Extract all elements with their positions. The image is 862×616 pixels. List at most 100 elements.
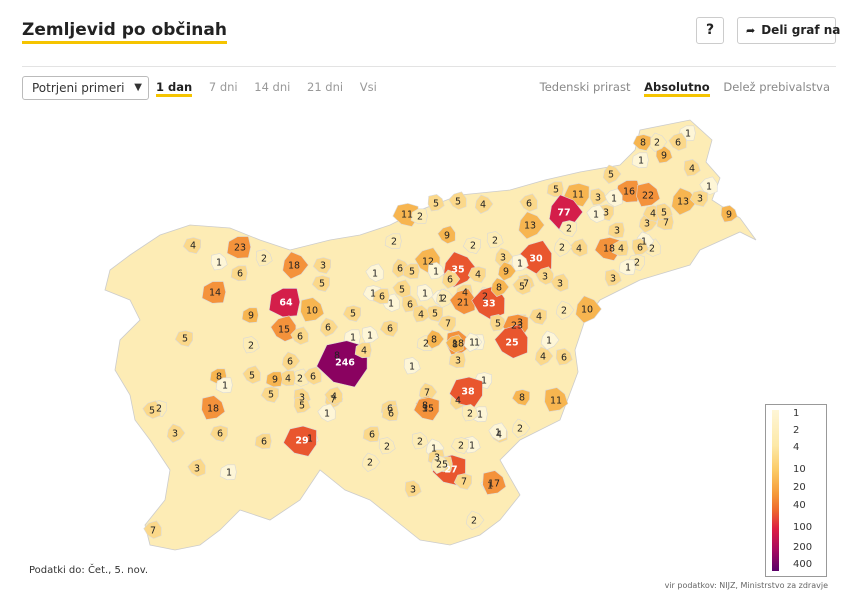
municipality-region[interactable] xyxy=(242,336,260,354)
municipality-region[interactable] xyxy=(209,425,229,442)
municipality-region[interactable] xyxy=(448,191,467,210)
municipality-region[interactable] xyxy=(558,220,578,237)
municipality-region[interactable] xyxy=(142,400,161,419)
help-button[interactable]: ? xyxy=(696,17,724,44)
municipality-region[interactable] xyxy=(683,159,701,177)
municipality-region[interactable] xyxy=(166,423,186,443)
municipality-region[interactable] xyxy=(403,357,421,375)
municipality-region[interactable] xyxy=(365,263,384,282)
municipality-region[interactable] xyxy=(219,464,237,481)
municipality-region[interactable] xyxy=(488,422,507,441)
municipality-region[interactable] xyxy=(381,405,399,422)
municipality-region[interactable] xyxy=(448,352,466,369)
municipality-region[interactable] xyxy=(465,510,485,530)
municipality-region[interactable] xyxy=(201,395,226,420)
municipality-region[interactable] xyxy=(511,254,529,272)
municipality-region[interactable] xyxy=(486,231,504,249)
municipality-region[interactable] xyxy=(518,211,545,240)
municipality-region[interactable] xyxy=(494,324,528,359)
municipality-region[interactable] xyxy=(553,237,573,257)
municipality-region[interactable] xyxy=(384,233,402,250)
municipality-region[interactable] xyxy=(342,305,362,322)
municipality-region[interactable] xyxy=(242,365,261,384)
municipality-region[interactable] xyxy=(604,188,623,207)
municipality-region[interactable] xyxy=(362,426,380,443)
municipality-region[interactable] xyxy=(290,326,309,345)
municipality-region[interactable] xyxy=(361,452,381,472)
municipality-region[interactable] xyxy=(511,389,531,406)
municipality-region[interactable] xyxy=(143,520,162,539)
municipality-region[interactable] xyxy=(602,164,622,184)
municipality-region[interactable] xyxy=(490,277,510,297)
municipality-region[interactable] xyxy=(482,470,507,495)
municipality-region[interactable] xyxy=(281,351,301,371)
municipality-region[interactable] xyxy=(699,176,718,195)
measure-select[interactable]: Potrjeni primeri ▼ xyxy=(22,76,149,100)
municipality-region[interactable] xyxy=(437,315,457,332)
municipality-region[interactable] xyxy=(569,238,588,257)
municipality-region[interactable] xyxy=(618,259,636,276)
municipality-region[interactable] xyxy=(312,257,332,274)
municipality-region[interactable] xyxy=(689,190,709,207)
tab-21-dni[interactable]: 21 dni xyxy=(307,80,344,94)
municipality-region[interactable] xyxy=(410,208,428,225)
municipality-region[interactable] xyxy=(282,251,309,280)
municipality-region[interactable] xyxy=(632,134,652,151)
municipality-region[interactable] xyxy=(402,263,420,280)
municipality-region[interactable] xyxy=(201,281,227,304)
municipality-region[interactable] xyxy=(416,284,434,302)
municipality-region[interactable] xyxy=(174,330,194,347)
tab-14-dni[interactable]: 14 dni xyxy=(254,80,291,94)
municipality-region[interactable] xyxy=(631,238,649,256)
municipality-region[interactable] xyxy=(586,204,605,223)
municipality-region[interactable] xyxy=(720,205,738,223)
municipality-region[interactable] xyxy=(283,425,317,457)
municipality-region[interactable] xyxy=(449,288,476,315)
tab-delez-prebivalstva[interactable]: Delež prebivalstva xyxy=(723,80,830,94)
municipality-region[interactable] xyxy=(648,132,668,152)
municipality-region[interactable] xyxy=(555,348,573,366)
municipality-region[interactable] xyxy=(528,308,548,325)
municipality-region[interactable] xyxy=(210,253,228,271)
municipality-region[interactable] xyxy=(268,287,301,318)
municipality-region[interactable] xyxy=(241,307,259,324)
municipality-region[interactable] xyxy=(412,305,430,323)
municipality-region[interactable] xyxy=(427,194,445,212)
tab-7-dni[interactable]: 7 dni xyxy=(208,80,238,94)
municipality-region[interactable] xyxy=(449,376,483,408)
tab-tedenski-prirast[interactable]: Tedenski prirast xyxy=(539,80,631,94)
municipality-region[interactable] xyxy=(413,397,440,421)
share-button[interactable]: ➦ Deli graf na xyxy=(737,17,840,44)
municipality-region[interactable] xyxy=(354,342,372,359)
municipality-region[interactable] xyxy=(372,288,390,305)
municipality-region[interactable] xyxy=(462,237,482,254)
municipality-region[interactable] xyxy=(607,222,625,239)
municipality-region[interactable] xyxy=(544,387,569,412)
municipality-region[interactable] xyxy=(187,458,206,477)
municipality-region[interactable] xyxy=(255,249,273,267)
municipality-region[interactable] xyxy=(427,262,445,280)
municipality-region[interactable] xyxy=(441,269,461,289)
municipality-region[interactable] xyxy=(445,334,464,353)
municipality-region[interactable] xyxy=(535,266,554,285)
municipality-region[interactable] xyxy=(511,418,531,438)
municipality-region[interactable] xyxy=(182,237,202,254)
municipality-region[interactable] xyxy=(494,247,514,267)
municipality-region[interactable] xyxy=(550,273,569,292)
municipality-region[interactable] xyxy=(497,261,517,281)
municipality-region[interactable] xyxy=(404,480,422,498)
municipality-region[interactable] xyxy=(411,432,429,450)
municipality-region[interactable] xyxy=(489,314,507,332)
municipality-region[interactable] xyxy=(424,305,444,322)
municipality-region[interactable] xyxy=(430,454,450,474)
tab-absolutno[interactable]: Absolutno xyxy=(644,80,710,97)
municipality-region[interactable] xyxy=(265,371,283,388)
municipality-region[interactable] xyxy=(636,182,661,207)
municipality-region[interactable] xyxy=(631,152,649,169)
tab-1-dan[interactable]: 1 dan xyxy=(156,80,193,97)
municipality-region[interactable] xyxy=(548,194,584,231)
municipality-region[interactable] xyxy=(453,473,473,490)
municipality-region[interactable] xyxy=(319,317,339,337)
municipality-region[interactable] xyxy=(519,193,538,212)
municipality-region[interactable] xyxy=(361,326,379,344)
